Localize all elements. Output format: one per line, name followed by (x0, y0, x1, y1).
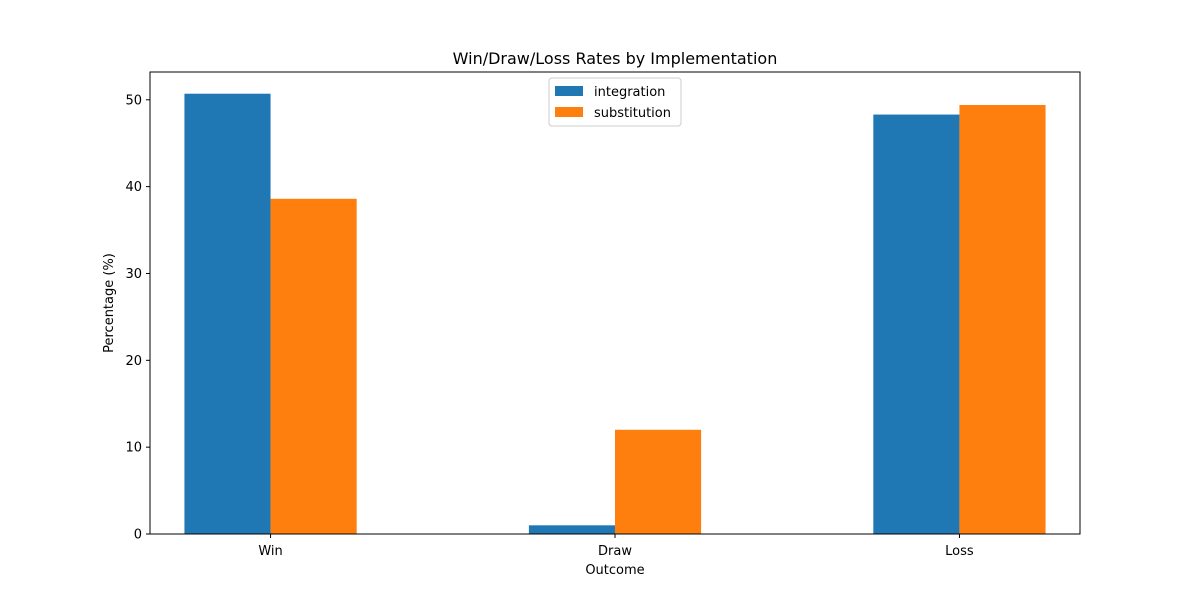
y-tick-label: 10 (125, 441, 142, 456)
x-tick-label: Loss (945, 544, 974, 559)
bar-integration-loss (873, 114, 960, 535)
y-ticks: 0 10 20 30 40 50 (125, 93, 150, 543)
legend-label-integration: integration (594, 85, 665, 100)
bar-integration-win (184, 93, 271, 535)
x-axis-label: Outcome (585, 563, 644, 578)
y-tick-label: 50 (125, 93, 142, 108)
bar-substitution-win (270, 198, 357, 535)
y-axis-label: Percentage (%) (102, 253, 117, 353)
bar-substitution-loss (959, 105, 1046, 534)
bars-group (184, 93, 1046, 535)
chart-title: Win/Draw/Loss Rates by Implementation (453, 49, 778, 68)
y-tick-label: 0 (134, 528, 142, 543)
y-tick-label: 20 (125, 354, 142, 369)
legend: integration substitution (548, 77, 682, 127)
legend-swatch-substitution (555, 107, 583, 117)
x-tick-label: Win (258, 544, 282, 559)
x-tick-label: Draw (598, 544, 632, 559)
bar-integration-draw (528, 525, 615, 534)
y-tick-label: 40 (125, 180, 142, 195)
bar-substitution-draw (615, 429, 702, 534)
legend-swatch-integration (555, 86, 583, 96)
x-ticks: Win Draw Loss (258, 534, 974, 559)
y-tick-label: 30 (125, 267, 142, 282)
legend-label-substitution: substitution (594, 106, 671, 121)
